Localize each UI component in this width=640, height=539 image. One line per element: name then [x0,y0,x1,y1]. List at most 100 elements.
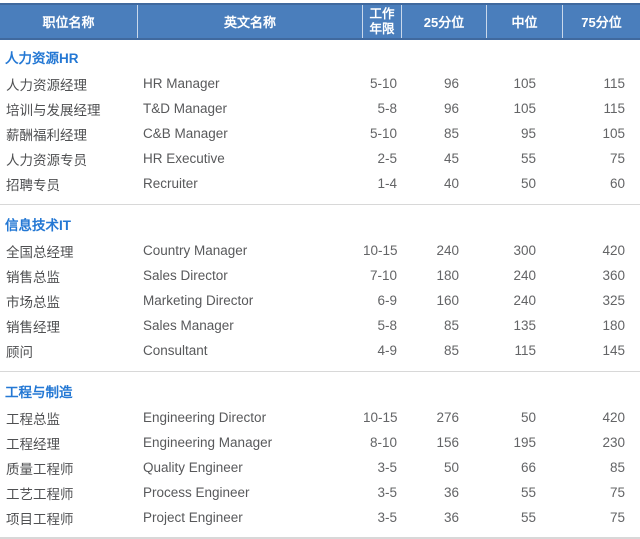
cell-p25: 36 [443,485,459,500]
cell-cn-name: 招聘专员 [6,177,60,193]
cell-p50: 95 [520,126,536,141]
cell-p25: 45 [443,151,459,166]
cell-p25: 36 [443,510,459,525]
cell-p75: 420 [602,410,625,425]
cell-p75: 85 [609,460,625,475]
table-row: 招聘专员 Recruiter 1-4 40 50 60 [0,171,640,196]
cell-years: 1-4 [377,176,397,191]
table-row: 顾问 Consultant 4-9 85 115 145 [0,338,640,363]
cell-p75: 115 [603,101,625,116]
cell-en-name: C&B Manager [143,126,228,141]
cell-cn-name: 质量工程师 [6,461,74,477]
section-2: 工程与制造工程总监 Engineering Director 10-15 276 50 4… [0,371,640,530]
table-row: 薪酬福利经理 C&B Manager 5-10 85 95 105 [0,121,640,146]
table-row: 全国总经理 Country Manager 10-15 240 300 420 [0,238,640,263]
cell-en-name: HR Manager [143,76,220,91]
cell-years: 5-8 [377,318,397,333]
cell-en-name: Quality Engineer [143,460,243,475]
cell-en-name: Sales Director [143,268,228,283]
cell-p50: 300 [513,243,536,258]
cell-en-name: Marketing Director [143,293,254,308]
cell-years: 10-15 [363,410,398,425]
cell-en-name: Sales Manager [143,318,234,333]
header-cell-work-years: 工作年限 [363,5,402,38]
cell-en-name: Project Engineer [143,510,243,525]
section-0: 人力资源HR 人力资源经理 HR Manager 5-10 96 105 115 培训与发展经… [0,40,640,196]
cell-p75: 230 [602,435,625,450]
cell-cn-name: 培训与发展经理 [6,102,101,118]
cell-p25: 50 [443,460,459,475]
cell-p50: 55 [520,510,536,525]
header-cell-p25: 25分位 [402,5,487,38]
cell-p50: 195 [513,435,536,450]
salary-table: 职位名称 英文名称 工作年限 25分位 中位 75分位 人力资源HR 人力资源经理… [0,3,640,539]
cell-cn-name: 全国总经理 [6,244,74,260]
cell-p25: 96 [443,101,459,116]
cell-p75: 360 [602,268,625,283]
cell-cn-name: 工程经理 [6,436,60,452]
cell-years: 8-10 [369,435,397,450]
cell-p25: 160 [436,293,459,308]
cell-p75: 420 [602,243,625,258]
cell-years: 3-5 [377,510,397,525]
table-row: 项目工程师 Project Engineer 3-5 36 55 75 [0,505,640,530]
cell-cn-name: 销售总监 [6,269,60,285]
cell-years: 3-5 [377,460,397,475]
header-cell-english-name: 英文名称 [138,5,363,38]
cell-years: 7-10 [369,268,397,283]
table-row: 销售总监 Sales Director 7-10 180 240 360 [0,263,640,288]
table-row: 工程总监 Engineering Director 10-15 276 50 420 [0,405,640,430]
cell-en-name: HR Executive [143,151,225,166]
cell-p25: 96 [443,76,459,91]
cell-cn-name: 工程总监 [6,411,60,427]
cell-en-name: T&D Manager [143,101,228,116]
cell-en-name: Process Engineer [143,485,250,500]
section-title: 信息技术IT [5,218,71,233]
cell-en-name: Recruiter [143,176,198,191]
cell-p75: 180 [602,318,625,333]
cell-years: 4-9 [377,343,397,358]
cell-en-name: Engineering Director [143,410,267,425]
cell-p75: 105 [602,126,625,141]
table-header-row: 职位名称 英文名称 工作年限 25分位 中位 75分位 [0,3,640,40]
cell-cn-name: 人力资源专员 [6,152,87,168]
cell-p50: 50 [520,410,536,425]
header-cell-position-name: 职位名称 [0,5,138,38]
cell-p50: 115 [514,343,536,358]
cell-p25: 156 [436,435,459,450]
cell-p25: 40 [443,176,459,191]
table-row: 人力资源经理 HR Manager 5-10 96 105 115 [0,71,640,96]
table-body: 人力资源HR 人力资源经理 HR Manager 5-10 96 105 115 培训与发展经… [0,40,640,530]
cell-p25: 85 [443,126,459,141]
cell-p50: 66 [520,460,536,475]
table-row: 销售经理 Sales Manager 5-8 85 135 180 [0,313,640,338]
cell-en-name: Engineering Manager [143,435,273,450]
cell-p75: 145 [602,343,625,358]
cell-p75: 115 [603,76,625,91]
cell-p50: 240 [513,268,536,283]
cell-cn-name: 薪酬福利经理 [6,127,87,143]
cell-p75: 75 [609,510,625,525]
cell-p25: 180 [436,268,459,283]
cell-cn-name: 工艺工程师 [6,486,74,502]
cell-p25: 276 [436,410,459,425]
cell-p50: 55 [520,151,536,166]
section-title: 人力资源HR [5,51,79,66]
table-row: 市场总监 Marketing Director 6-9 160 240 325 [0,288,640,313]
cell-years: 5-10 [369,76,397,91]
cell-p75: 75 [609,485,625,500]
cell-years: 6-9 [377,293,397,308]
cell-cn-name: 项目工程师 [6,511,74,527]
section-title: 工程与制造 [5,385,73,400]
header-cell-median: 中位 [487,5,563,38]
cell-p50: 240 [513,293,536,308]
cell-p50: 105 [513,76,536,91]
cell-years: 2-5 [377,151,397,166]
table-row: 工程经理 Engineering Manager 8-10 156 195 230 [0,430,640,455]
cell-p50: 55 [520,485,536,500]
table-row: 工艺工程师 Process Engineer 3-5 36 55 75 [0,480,640,505]
cell-p50: 105 [513,101,536,116]
cell-years: 5-10 [369,126,397,141]
cell-p25: 85 [443,343,459,358]
table-row: 培训与发展经理 T&D Manager 5-8 96 105 115 [0,96,640,121]
